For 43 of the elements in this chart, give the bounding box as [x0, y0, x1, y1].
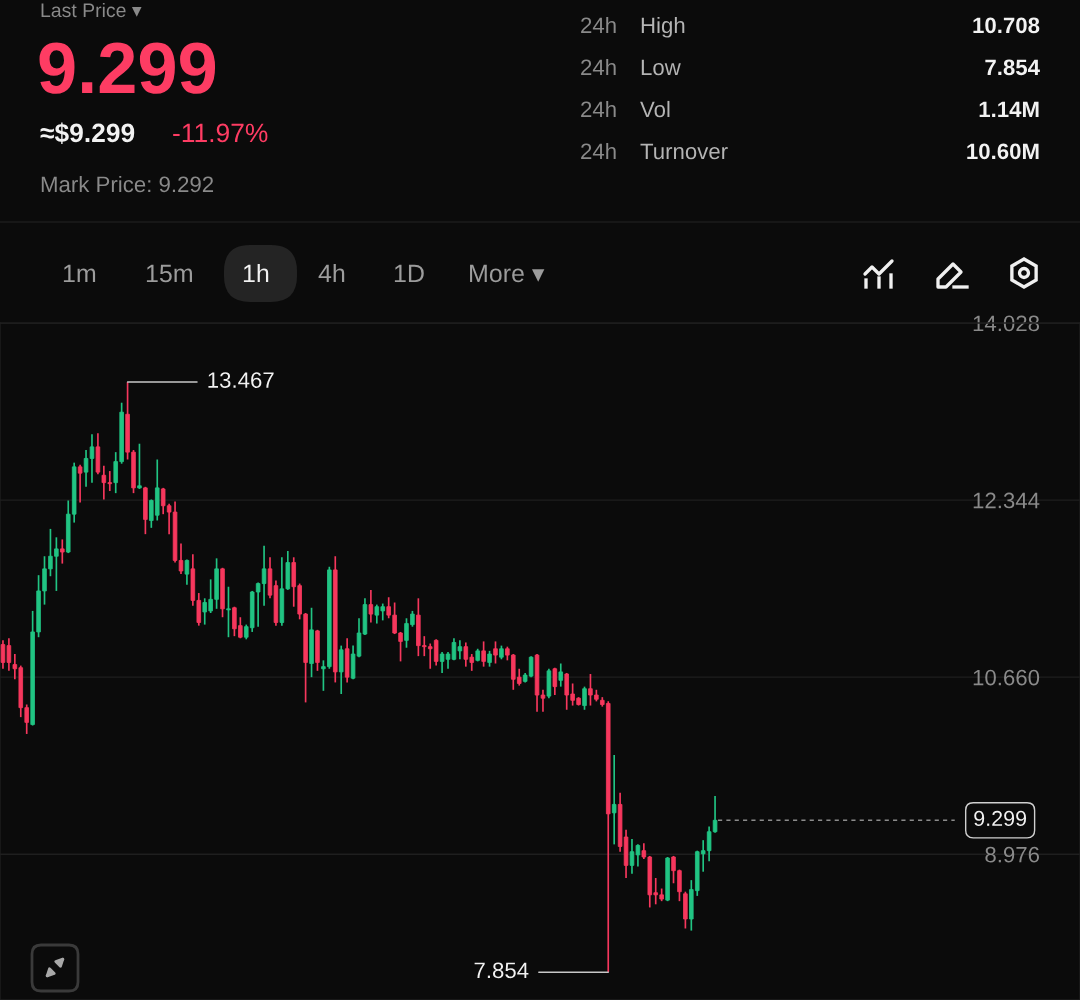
candlestick: [226, 585, 231, 639]
candlestick: [582, 685, 587, 711]
text: Vol: [640, 100, 670, 118]
text: 24h: [581, 100, 616, 117]
text: 24h: [581, 58, 616, 75]
text: 1D: [394, 264, 424, 282]
candlestick: [481, 640, 486, 668]
text: 15m: [146, 264, 192, 283]
y-tick-label: 14.028: [973, 315, 1040, 332]
y-tick-label: 10.660: [973, 669, 1040, 686]
text: 10.708: [973, 17, 1040, 34]
text: 1.14M: [979, 101, 1039, 117]
text: 9.299: [39, 42, 216, 94]
candlestick: [552, 666, 558, 696]
text: High: [641, 16, 685, 38]
candlestick: [184, 558, 190, 586]
text: Low: [641, 59, 681, 76]
annotation: 13.467: [208, 372, 274, 388]
candlestick: [338, 644, 344, 695]
candlestick: [368, 589, 374, 624]
candlestick: [60, 538, 65, 565]
text: More ▾: [470, 264, 545, 283]
text: 1m: [63, 264, 96, 282]
text: ≈$9.299: [40, 122, 135, 144]
candlestick: [493, 640, 498, 665]
text: Last Price ▾: [41, 2, 142, 18]
text: 4h: [318, 263, 345, 282]
candlestick: [558, 662, 564, 688]
y-tick-label: 8.976: [985, 846, 1040, 863]
candlestick: [77, 463, 83, 504]
text: 7.854: [985, 59, 1040, 76]
text: 1h: [243, 263, 269, 282]
ref-line-label: 9.299: [974, 810, 1027, 827]
text: 24h: [581, 16, 616, 33]
text: Mark Price: 9.292: [41, 175, 214, 193]
y-tick-label: 12.344: [973, 492, 1040, 509]
candlestick: [137, 442, 142, 490]
text: 10.60M: [967, 143, 1039, 160]
text: 24h: [581, 142, 616, 159]
candlestick: [611, 754, 617, 846]
text: Turnover: [640, 143, 728, 160]
text: -11.97%: [173, 123, 268, 143]
annotation: 7.854: [474, 962, 529, 979]
